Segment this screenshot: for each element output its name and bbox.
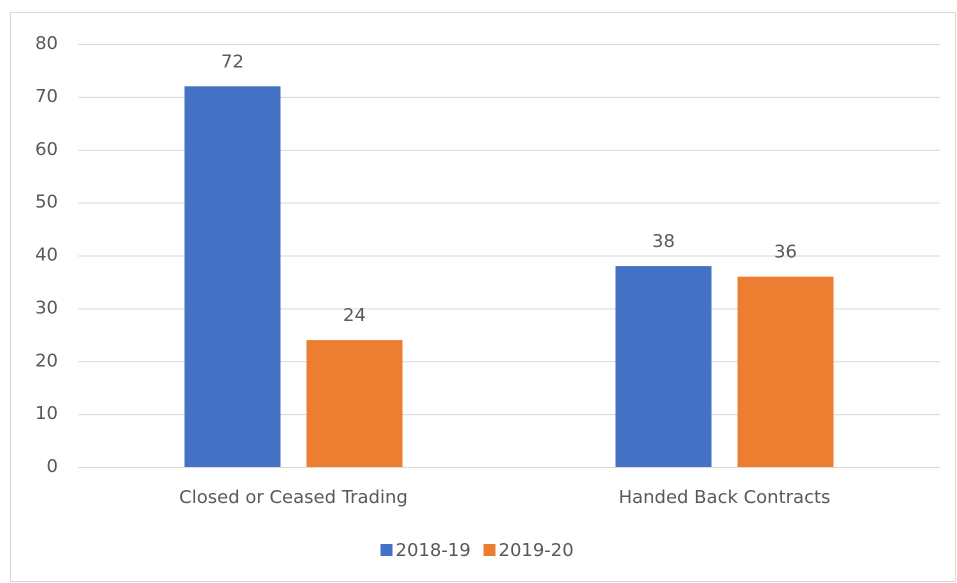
data-label: 24 bbox=[343, 305, 366, 326]
data-label: 38 bbox=[652, 231, 675, 252]
y-tick-label: 0 bbox=[47, 456, 58, 477]
data-label: 72 bbox=[221, 51, 244, 72]
x-tick-label: Closed or Ceased Trading bbox=[179, 487, 408, 508]
y-tick-label: 20 bbox=[35, 350, 58, 371]
y-tick-label: 10 bbox=[35, 403, 58, 424]
legend-label: 2018-19 bbox=[396, 540, 471, 561]
legend-label: 2019-20 bbox=[499, 540, 574, 561]
y-tick-label: 40 bbox=[35, 245, 58, 266]
y-tick-label: 70 bbox=[35, 86, 58, 107]
y-tick-label: 60 bbox=[35, 139, 58, 160]
x-tick-label: Handed Back Contracts bbox=[619, 487, 831, 508]
y-tick-label: 30 bbox=[35, 297, 58, 318]
bar bbox=[737, 276, 834, 467]
data-label: 36 bbox=[774, 242, 797, 263]
legend-swatch bbox=[380, 544, 393, 556]
y-tick-label: 50 bbox=[35, 192, 58, 213]
y-tick-label: 80 bbox=[35, 33, 58, 54]
bar bbox=[306, 340, 403, 467]
bar bbox=[615, 266, 712, 467]
legend-swatch bbox=[483, 544, 496, 556]
bar bbox=[184, 86, 281, 468]
